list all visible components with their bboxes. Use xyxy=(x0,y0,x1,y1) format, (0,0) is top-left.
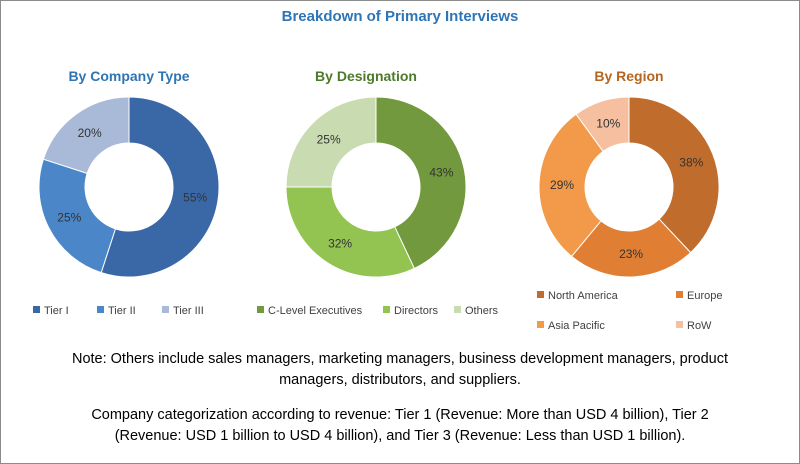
legend-item-company-type-1: Tier I xyxy=(33,305,69,317)
slice-label-designation-3: 25% xyxy=(317,133,341,147)
slice-company-type-3 xyxy=(42,96,130,175)
legend-swatch xyxy=(537,291,544,298)
legend-swatch xyxy=(257,306,264,313)
slice-label-region-3: 29% xyxy=(550,178,574,192)
legend-label: North America xyxy=(548,290,618,302)
slice-company-type-2 xyxy=(38,158,117,274)
donut-charts: 55% 25% 20% 43% 32% 25% 38% 23% 29% 10% xyxy=(38,96,720,278)
note-line-3: Company categorization according to reve… xyxy=(91,407,709,423)
legend-item-designation-2: Directors xyxy=(383,305,438,317)
legend-swatch xyxy=(676,291,683,298)
legend-swatch xyxy=(454,306,461,313)
legend-label: Asia Pacific xyxy=(548,320,605,332)
legend-label: Europe xyxy=(687,290,723,302)
slice-label-company-type-3: 20% xyxy=(78,126,102,140)
note-line-4: (Revenue: USD 1 billion to USD 4 billion… xyxy=(114,428,686,444)
slice-company-type-1 xyxy=(100,96,220,278)
legend-item-company-type-3: Tier III xyxy=(162,305,204,317)
legend-item-company-type-2: Tier II xyxy=(97,305,136,317)
legend-item-region-2: Europe xyxy=(676,290,722,302)
legend-swatch xyxy=(383,306,390,313)
legend-item-region-1: North America xyxy=(537,290,618,302)
legend-label: Tier II xyxy=(108,305,136,317)
chart-title-company-type: By Company Type xyxy=(68,68,190,84)
legend-label: C-Level Executives xyxy=(268,305,363,317)
chart-title-designation: By Designation xyxy=(315,68,417,84)
note-line-2: managers, distributors, and suppliers. xyxy=(279,372,521,388)
slice-designation-3 xyxy=(285,96,377,188)
legend-label: Tier III xyxy=(173,305,204,317)
slice-label-designation-1: 43% xyxy=(429,165,453,179)
legend-swatch xyxy=(33,306,40,313)
legend-label: Directors xyxy=(394,305,439,317)
slice-label-company-type-1: 55% xyxy=(183,190,207,204)
legend-label: Others xyxy=(465,305,499,317)
slice-label-company-type-2: 25% xyxy=(57,210,81,224)
slice-label-region-4: 10% xyxy=(596,116,620,130)
legend-swatch xyxy=(537,321,544,328)
legend-label: Tier I xyxy=(44,305,69,317)
legend-swatch xyxy=(676,321,683,328)
slice-designation-2 xyxy=(285,186,415,278)
main-title: Breakdown of Primary Interviews xyxy=(281,8,519,25)
slice-label-region-1: 38% xyxy=(679,155,703,169)
slice-label-region-2: 23% xyxy=(619,247,643,261)
legend-item-designation-3: Others xyxy=(454,305,498,317)
slice-region-2 xyxy=(570,218,692,278)
slice-designation-1 xyxy=(375,96,467,270)
legend-item-region-3: Asia Pacific xyxy=(537,320,605,332)
slice-label-designation-2: 32% xyxy=(328,237,352,251)
slice-region-4 xyxy=(575,96,630,153)
slice-region-1 xyxy=(628,96,720,254)
note-line-1: Note: Others include sales managers, mar… xyxy=(71,351,729,367)
legend-swatch xyxy=(97,306,104,313)
chart-title-region: By Region xyxy=(594,68,664,84)
legend-item-designation-1: C-Level Executives xyxy=(257,305,362,317)
legend-item-region-4: RoW xyxy=(676,320,711,332)
legend-swatch xyxy=(162,306,169,313)
slice-region-3 xyxy=(538,113,604,258)
legend-label: RoW xyxy=(687,320,712,332)
